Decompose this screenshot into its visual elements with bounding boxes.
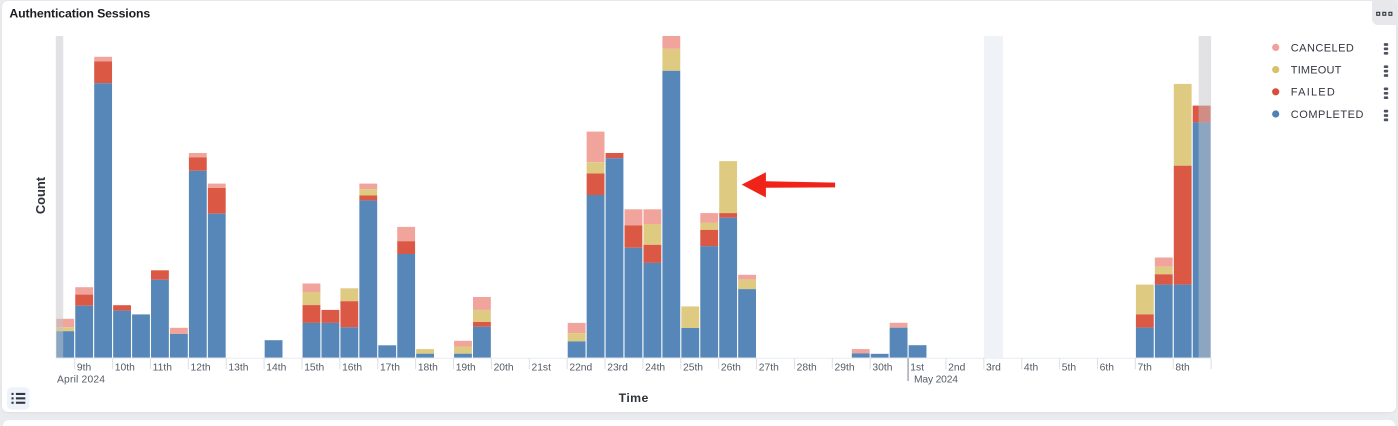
svg-text:FAILED: FAILED [1291, 87, 1335, 99]
svg-text:10th: 10th [115, 363, 135, 374]
svg-text:19th: 19th [456, 363, 476, 374]
svg-text:COMPLETED: COMPLETED [1291, 109, 1364, 121]
svg-text:8th: 8th [1175, 363, 1190, 374]
svg-text:21st: 21st [531, 363, 551, 374]
svg-text:30th: 30th [872, 363, 892, 374]
svg-text:TIMEOUT: TIMEOUT [1291, 65, 1342, 77]
svg-text:25th: 25th [683, 363, 703, 374]
svg-text:5th: 5th [1062, 363, 1077, 374]
svg-text:April 2024: April 2024 [57, 374, 105, 385]
svg-text:12th: 12th [191, 363, 211, 374]
svg-text:20th: 20th [494, 363, 514, 374]
svg-text:29th: 29th [835, 363, 855, 374]
svg-text:6th: 6th [1100, 363, 1115, 374]
svg-text:14th: 14th [266, 363, 286, 374]
svg-text:28th: 28th [797, 363, 817, 374]
svg-text:4th: 4th [1024, 363, 1039, 374]
svg-text:Authentication Sessions: Authentication Sessions [9, 7, 150, 21]
svg-text:15th: 15th [304, 363, 324, 374]
svg-text:May 2024: May 2024 [914, 374, 958, 385]
svg-text:16th: 16th [342, 363, 362, 374]
svg-text:13th: 13th [228, 363, 248, 374]
svg-text:23rd: 23rd [607, 363, 628, 374]
svg-text:27th: 27th [759, 363, 779, 374]
svg-text:18th: 18th [418, 363, 438, 374]
svg-text:24th: 24th [645, 363, 665, 374]
svg-text:2nd: 2nd [948, 363, 965, 374]
svg-text:CANCELED: CANCELED [1291, 42, 1354, 54]
svg-text:Count: Count [33, 176, 48, 214]
svg-text:Time: Time [619, 391, 649, 405]
svg-text:22nd: 22nd [569, 363, 592, 374]
svg-text:7th: 7th [1138, 363, 1153, 374]
svg-text:3rd: 3rd [986, 363, 1001, 374]
svg-text:9th: 9th [77, 363, 92, 374]
svg-text:17th: 17th [380, 363, 400, 374]
svg-text:1st: 1st [910, 363, 924, 374]
svg-text:11th: 11th [153, 363, 173, 374]
svg-text:26th: 26th [721, 363, 741, 374]
